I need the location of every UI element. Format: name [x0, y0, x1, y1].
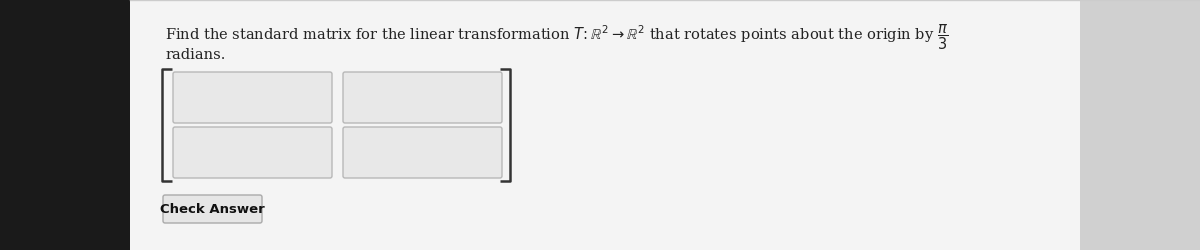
FancyBboxPatch shape — [343, 73, 502, 124]
FancyBboxPatch shape — [173, 128, 332, 178]
Text: radians.: radians. — [166, 48, 226, 62]
Text: Find the standard matrix for the linear transformation $T\!:\mathbb{R}^2 \righta: Find the standard matrix for the linear … — [166, 22, 948, 51]
FancyBboxPatch shape — [343, 128, 502, 178]
FancyBboxPatch shape — [163, 195, 262, 223]
Bar — [1080, 0, 1200, 250]
FancyBboxPatch shape — [173, 73, 332, 124]
Bar — [0, 0, 130, 250]
Bar — [130, 0, 1080, 250]
Text: Check Answer: Check Answer — [160, 203, 265, 216]
